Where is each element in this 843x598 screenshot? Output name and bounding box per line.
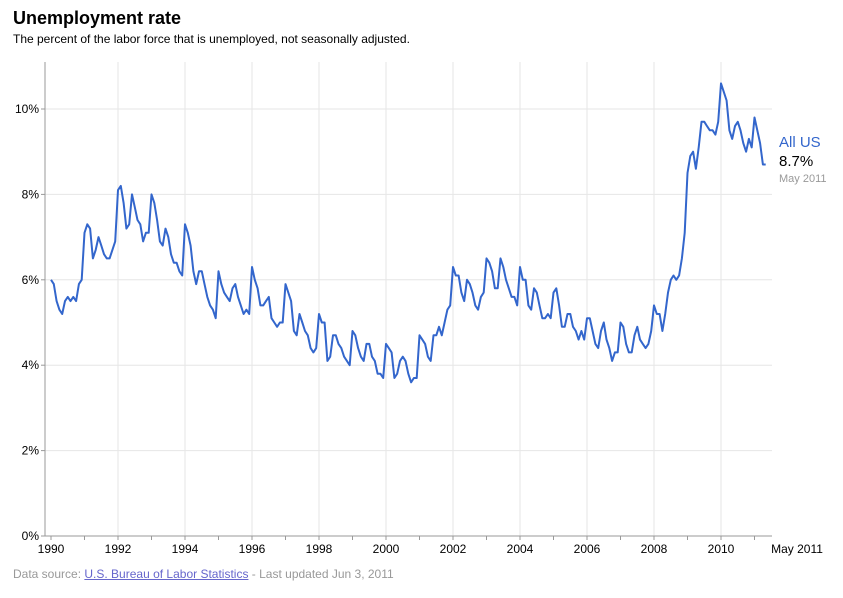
- x-tick-label: 1998: [306, 542, 333, 556]
- y-tick-label: 2%: [22, 444, 40, 458]
- x-tick-label: 2008: [641, 542, 668, 556]
- source-link[interactable]: U.S. Bureau of Labor Statistics: [84, 567, 249, 581]
- x-tick-label: 2000: [373, 542, 400, 556]
- footer: Data source: U.S. Bureau of Labor Statis…: [13, 567, 394, 581]
- grid: [45, 62, 772, 536]
- axes: 0% 2% 4% 6% 8% 10% 1990 1992 1994 1996 1998 2000 200…: [15, 62, 823, 556]
- x-tick-label: 1996: [239, 542, 266, 556]
- x-tick-label: 2004: [507, 542, 534, 556]
- end-label: All US 8.7% May 2011: [779, 134, 827, 185]
- x-tick-label: 2010: [708, 542, 735, 556]
- x-tick-label: 1994: [172, 542, 199, 556]
- series-name-label[interactable]: All US: [779, 134, 821, 151]
- y-tick-label: 8%: [22, 187, 40, 201]
- chart-subtitle: The percent of the labor force that is u…: [13, 32, 410, 46]
- x-tick-label: 2002: [440, 542, 467, 556]
- source-prefix: Data source:: [13, 567, 85, 581]
- x-tick-label: May 2011: [771, 542, 823, 556]
- x-tick-label: 1990: [38, 542, 65, 556]
- y-tick-label: 0%: [22, 529, 40, 543]
- last-value-label: 8.7%: [779, 153, 813, 170]
- y-tick-label: 6%: [22, 273, 40, 287]
- series-line-all-us: [50, 82, 766, 384]
- x-tick-label: 1992: [105, 542, 132, 556]
- last-date-label: May 2011: [779, 173, 827, 185]
- chart-title: Unemployment rate: [13, 8, 182, 28]
- y-tick-label: 10%: [15, 102, 39, 116]
- series: [50, 82, 766, 384]
- y-tick-label: 4%: [22, 358, 40, 372]
- x-tick-label: 2006: [574, 542, 601, 556]
- last-updated: - Last updated Jun 3, 2011: [248, 567, 394, 581]
